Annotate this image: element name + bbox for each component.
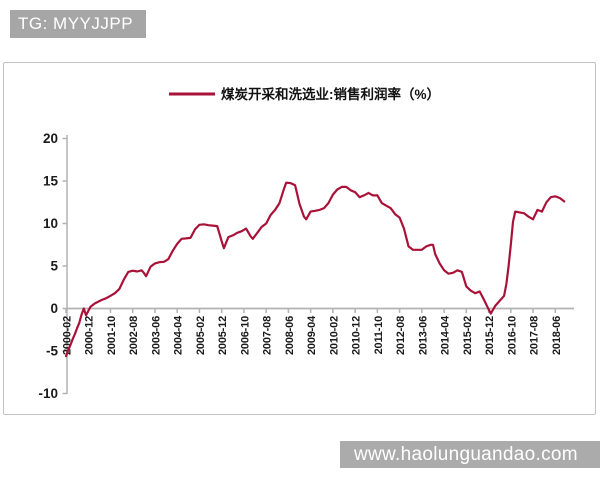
site-watermark: www.haolunguandao.com (340, 441, 600, 468)
x-axis-tick-label: 2014-04 (440, 315, 452, 355)
x-axis-tick-label: 2012-08 (395, 316, 407, 355)
profit-margin-series-line (64, 181, 566, 358)
x-axis-tick-label: 2001-10 (106, 316, 118, 355)
x-axis-tick-label: 2009-04 (306, 315, 318, 355)
x-axis-tick-label: 2005-12 (217, 316, 229, 355)
x-axis-tick-label: 2016-10 (506, 316, 518, 355)
y-axis-tick-label: 15 (43, 174, 59, 189)
y-axis-tick-label: -5 (46, 344, 58, 359)
x-axis-tick-label: 2015-12 (484, 316, 496, 355)
x-axis-tick-label: 2010-12 (351, 316, 363, 355)
x-axis-tick-label: 2000-12 (84, 316, 96, 355)
x-axis-tick-label: 2013-06 (417, 316, 429, 355)
y-axis-tick-label: 10 (43, 216, 58, 231)
x-axis-tick-label: 2002-08 (128, 316, 140, 355)
y-axis-tick-label: 20 (43, 131, 58, 146)
legend-label: 煤炭开采和洗选业:销售利润率（%） (221, 86, 440, 102)
x-axis-tick-label: 2007-08 (262, 316, 274, 355)
x-axis-tick-label: 2018-06 (551, 316, 563, 355)
x-axis-tick-label: 2004-04 (173, 315, 185, 355)
tg-watermark-banner: TG: MYYJJPP (10, 10, 146, 38)
x-axis-tick-label: 2006-10 (239, 316, 251, 355)
x-axis-tick-label: 2017-08 (529, 316, 541, 355)
x-axis-tick-label: 2010-02 (328, 316, 340, 355)
x-axis-tick-label: 2008-06 (284, 316, 296, 355)
y-axis-tick-label: 0 (50, 301, 58, 316)
y-axis-tick-label: 5 (50, 259, 58, 274)
x-axis-tick-label: 2011-10 (373, 316, 385, 354)
x-axis-tick-label: 2015-02 (462, 316, 474, 355)
x-axis-tick-label: 2005-02 (195, 316, 207, 355)
y-axis-tick-label: -10 (38, 386, 58, 401)
chart-panel: 煤炭开采和洗选业:销售利润率（%） 20 15 10 5 0 -5 -10 2000-02 200… (3, 62, 596, 415)
x-axis-tick-label: 2003-06 (150, 316, 162, 355)
